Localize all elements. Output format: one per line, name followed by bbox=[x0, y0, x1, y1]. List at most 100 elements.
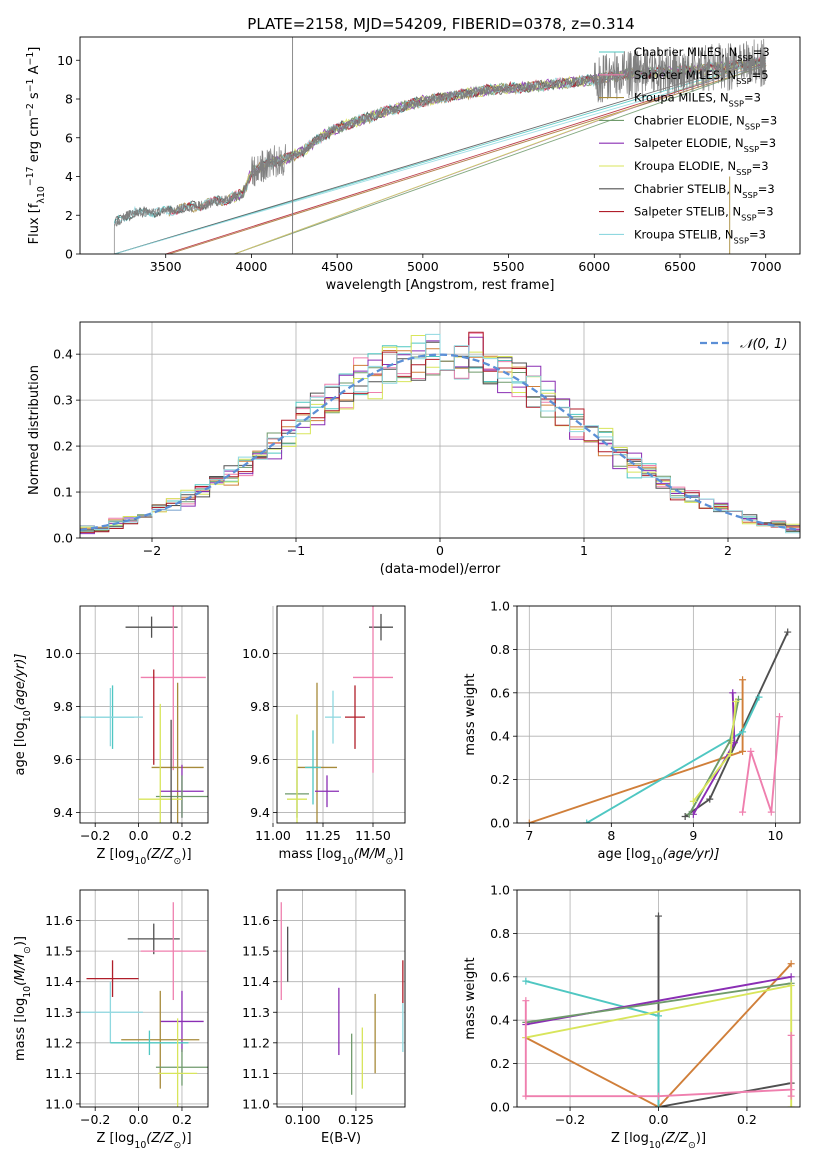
plot-area bbox=[280, 902, 404, 1095]
x-axis-label: Z [log10(Z/Z⊙)] bbox=[96, 847, 191, 867]
errorbar-point bbox=[353, 606, 393, 773]
weight-line-chabrier-elodie bbox=[525, 982, 792, 1024]
legend-entry: Kroupa MILES, NSSP=3 bbox=[634, 91, 761, 109]
y-tick-label: 0.6 bbox=[490, 685, 510, 700]
y-tick-label: 0.2 bbox=[490, 1056, 510, 1071]
y-tick-label: 0.2 bbox=[53, 439, 73, 454]
weight-marker bbox=[767, 808, 775, 816]
plot-area bbox=[80, 606, 208, 823]
y-tick-label: 10.0 bbox=[45, 646, 73, 661]
weight-marker bbox=[787, 1031, 795, 1039]
weight-line-chabrier-stelib bbox=[684, 631, 789, 818]
x-tick-label: 0 bbox=[436, 543, 444, 558]
x-tick-label: 3500 bbox=[150, 259, 182, 274]
y-tick-label: 11.0 bbox=[242, 1096, 270, 1111]
errorbar-point bbox=[125, 616, 178, 638]
weight-marker bbox=[681, 812, 689, 820]
y-tick-label: 11.2 bbox=[45, 1035, 73, 1050]
gridlines bbox=[80, 890, 208, 1107]
x-tick-label: 5000 bbox=[407, 259, 439, 274]
weight-marker bbox=[522, 977, 530, 985]
y-axis-label: mass weight bbox=[463, 673, 478, 755]
weight-line-salpeter-miles bbox=[524, 1000, 793, 1098]
y-tick-label: 1.0 bbox=[490, 883, 510, 898]
errorbar-point bbox=[158, 1018, 198, 1107]
y-tick-label: 11.6 bbox=[242, 913, 270, 928]
errorbar-point bbox=[325, 690, 341, 744]
y-tick-label: 0.4 bbox=[490, 729, 510, 744]
errorbar-point bbox=[155, 775, 208, 818]
x-tick-label: 5500 bbox=[493, 259, 525, 274]
x-tick-label: 0.2 bbox=[172, 828, 192, 843]
x-tick-label: 11.00 bbox=[255, 828, 291, 843]
x-axis-label: Z [log10(Z/Z⊙)] bbox=[96, 1131, 191, 1151]
y-tick-label: 9.4 bbox=[250, 805, 270, 820]
weight-marker bbox=[787, 1086, 795, 1094]
y-tick-label: 0.6 bbox=[490, 969, 510, 984]
axes-frame bbox=[79, 605, 209, 824]
y-tick-label: 11.4 bbox=[45, 974, 73, 989]
y-tick-label: 0.2 bbox=[490, 772, 510, 787]
legend-entry: Chabrier MILES, NSSP=3 bbox=[634, 45, 770, 63]
errorbar-point bbox=[155, 1048, 208, 1086]
weight-marker bbox=[755, 693, 763, 701]
weight-marker bbox=[784, 628, 792, 636]
x-tick-label: 0.125 bbox=[338, 1112, 374, 1127]
axes-residuals: −2 −1 0 1 2 0.0 0.1 0.2 0.3 0.4 (data-model)/error… bbox=[27, 321, 801, 577]
axes-frame bbox=[276, 889, 406, 1108]
legend-entry: Chabrier ELODIE, NSSP=3 bbox=[634, 113, 777, 131]
y-tick-label: 11.2 bbox=[242, 1035, 270, 1050]
legend-entry: Chabrier STELIB, NSSP=3 bbox=[634, 182, 775, 200]
errorbar-point bbox=[345, 685, 365, 749]
errorbar-point bbox=[86, 960, 139, 997]
axes-mass-vs-EBV: 0.100 0.125 11.0 11.1 11.2 11.3 11.4 11.5 11.6 E(… bbox=[242, 889, 406, 1146]
weight-marker bbox=[726, 750, 734, 758]
plot-area bbox=[80, 902, 208, 1107]
weight-line-chabrier-miles bbox=[525, 980, 660, 1107]
legend-entry: 𝒩(0, 1) bbox=[740, 337, 787, 352]
y-tick-label: 0.4 bbox=[490, 1013, 510, 1028]
legend-entry: Salpeter MILES, NSSP=5 bbox=[634, 68, 769, 86]
weight-marker bbox=[522, 1092, 530, 1100]
errorbar-point bbox=[140, 902, 206, 1001]
legend-entry: Salpeter STELIB, NSSP=3 bbox=[634, 205, 774, 223]
y-tick-label: 11.1 bbox=[45, 1066, 73, 1081]
figure-title: PLATE=2158, MJD=54209, FIBERID=0378, z=0… bbox=[247, 15, 634, 33]
y-tick-label: 0 bbox=[65, 247, 73, 262]
errorbar-point bbox=[315, 775, 339, 808]
axes-weight-vs-age: 7 8 9 10 0.0 0.2 0.4 0.6 0.8 1.0 age [log10(age/yr… bbox=[463, 599, 801, 867]
y-tick-label: 0.0 bbox=[490, 1100, 510, 1115]
x-tick-label: 4000 bbox=[236, 259, 268, 274]
y-tick-label: 0.8 bbox=[490, 642, 510, 657]
errorbar-point bbox=[110, 1030, 189, 1056]
errorbar-point bbox=[121, 990, 200, 1089]
axes-mass-vs-Z: −0.2 0.0 0.2 11.0 11.1 11.2 11.3 11.4 11.5 11.6 Z … bbox=[13, 889, 209, 1151]
x-tick-label: 4500 bbox=[321, 259, 353, 274]
x-tick-label: 11.25 bbox=[305, 828, 341, 843]
plot-area bbox=[525, 628, 792, 823]
x-tick-label: 0.2 bbox=[737, 1112, 757, 1127]
x-axis-label: age [log10(age/yr)] bbox=[598, 847, 720, 867]
y-tick-label: 11.3 bbox=[242, 1005, 270, 1020]
weight-marker bbox=[583, 819, 591, 823]
errorbar-point bbox=[138, 703, 182, 823]
x-tick-label: 0.100 bbox=[285, 1112, 321, 1127]
errorbar-point bbox=[127, 923, 180, 955]
y-tick-label: 0.4 bbox=[53, 347, 73, 362]
y-tick-label: 10 bbox=[57, 53, 73, 68]
axes-age-vs-Z: −0.2 0.0 0.2 9.4 9.6 9.8 10.0 Z [log10(Z/Z⊙)] ag… bbox=[13, 605, 209, 867]
data-spectrum bbox=[113, 38, 767, 254]
weight-marker bbox=[655, 1103, 662, 1107]
weight-marker bbox=[655, 1012, 662, 1020]
x-tick-label: 7000 bbox=[750, 259, 782, 274]
x-tick-label: 1 bbox=[580, 543, 588, 558]
y-tick-label: 8 bbox=[65, 92, 73, 107]
x-tick-label: −0.2 bbox=[80, 1112, 110, 1127]
gridlines bbox=[277, 890, 405, 1107]
errorbar-point bbox=[305, 730, 321, 805]
y-tick-label: 0.3 bbox=[53, 393, 73, 408]
legend-entry: Salpeter ELODIE, NSSP=3 bbox=[634, 136, 776, 154]
weight-marker bbox=[787, 981, 795, 989]
histogram-kroupa-stelib bbox=[80, 333, 800, 534]
